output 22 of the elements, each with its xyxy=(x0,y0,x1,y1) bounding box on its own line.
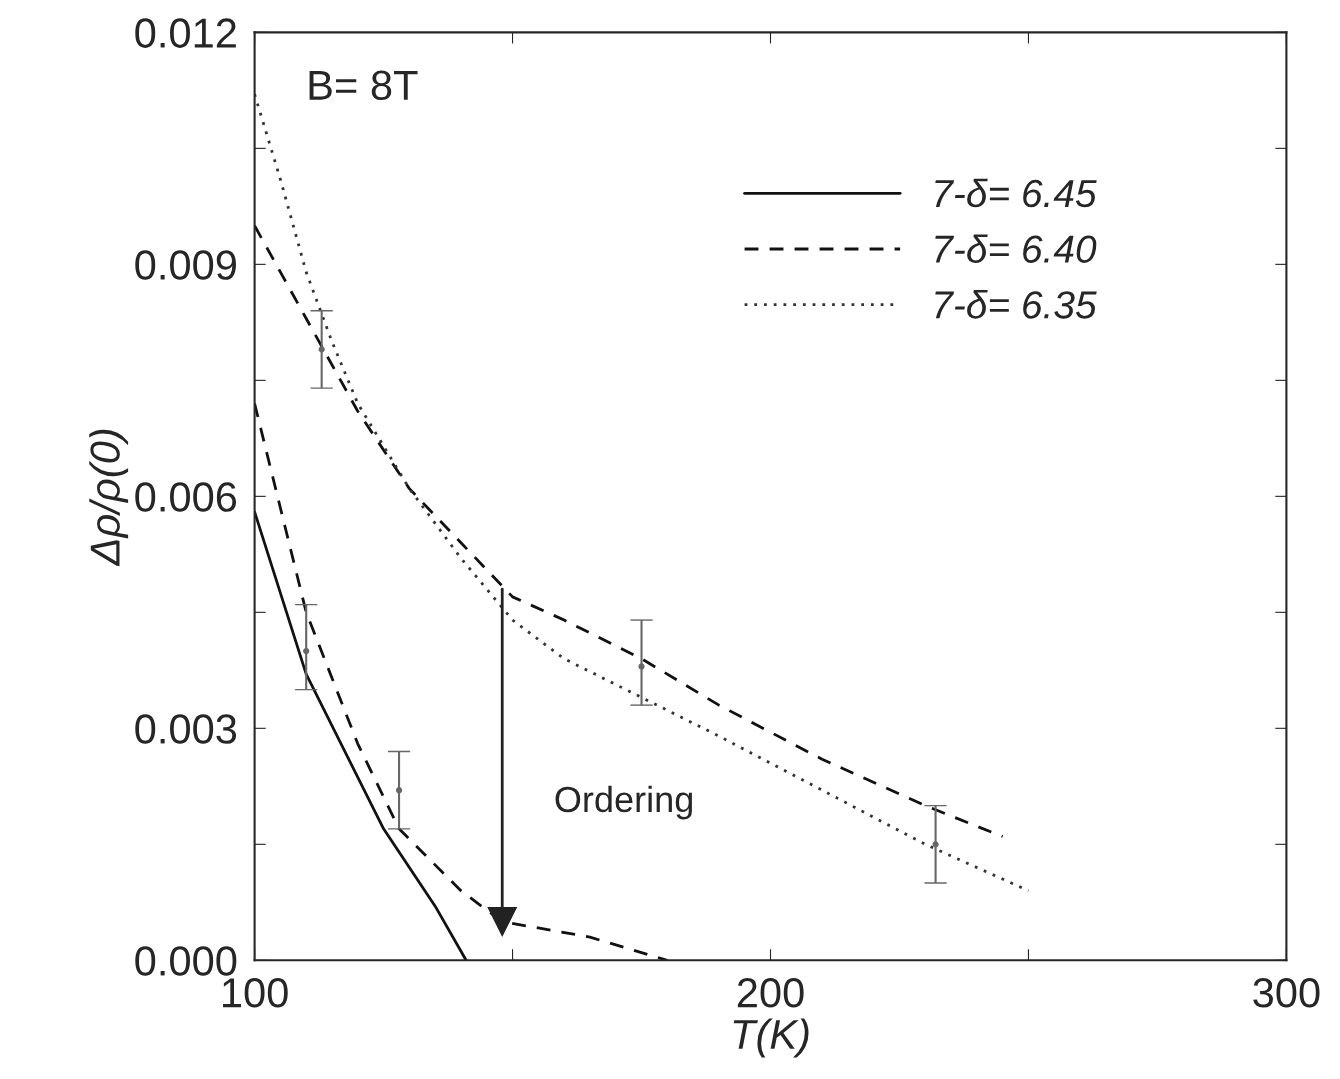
x-tick-label: 100 xyxy=(223,978,288,1008)
point xyxy=(487,907,517,937)
point xyxy=(318,346,325,353)
x-tick-label: 300 xyxy=(1253,978,1320,1008)
point xyxy=(395,787,403,794)
point xyxy=(932,841,939,848)
legend-label: 7-δ= 6.45 xyxy=(935,178,1097,208)
annotation: B= 8T xyxy=(309,70,418,101)
x-tick-label: 200 xyxy=(737,978,804,1008)
y-tick-label: 0.009 xyxy=(135,250,236,280)
y-axis-title: Δρ/ρ(0) xyxy=(89,429,129,567)
x-axis-title: T(K) xyxy=(733,1018,809,1058)
annotation: Ordering xyxy=(555,785,692,820)
y-tick-label: 0.003 xyxy=(135,714,237,744)
y-tick-label: 0.000 xyxy=(135,946,237,976)
y-tick-label: 0.012 xyxy=(135,18,236,48)
line-series xyxy=(254,510,468,961)
point xyxy=(638,663,645,670)
legend-label: 7-δ= 6.40 xyxy=(935,234,1097,263)
point xyxy=(303,647,310,655)
legend-label: 7-δ= 6.35 xyxy=(935,290,1097,319)
y-tick-label: 0.006 xyxy=(135,482,237,512)
